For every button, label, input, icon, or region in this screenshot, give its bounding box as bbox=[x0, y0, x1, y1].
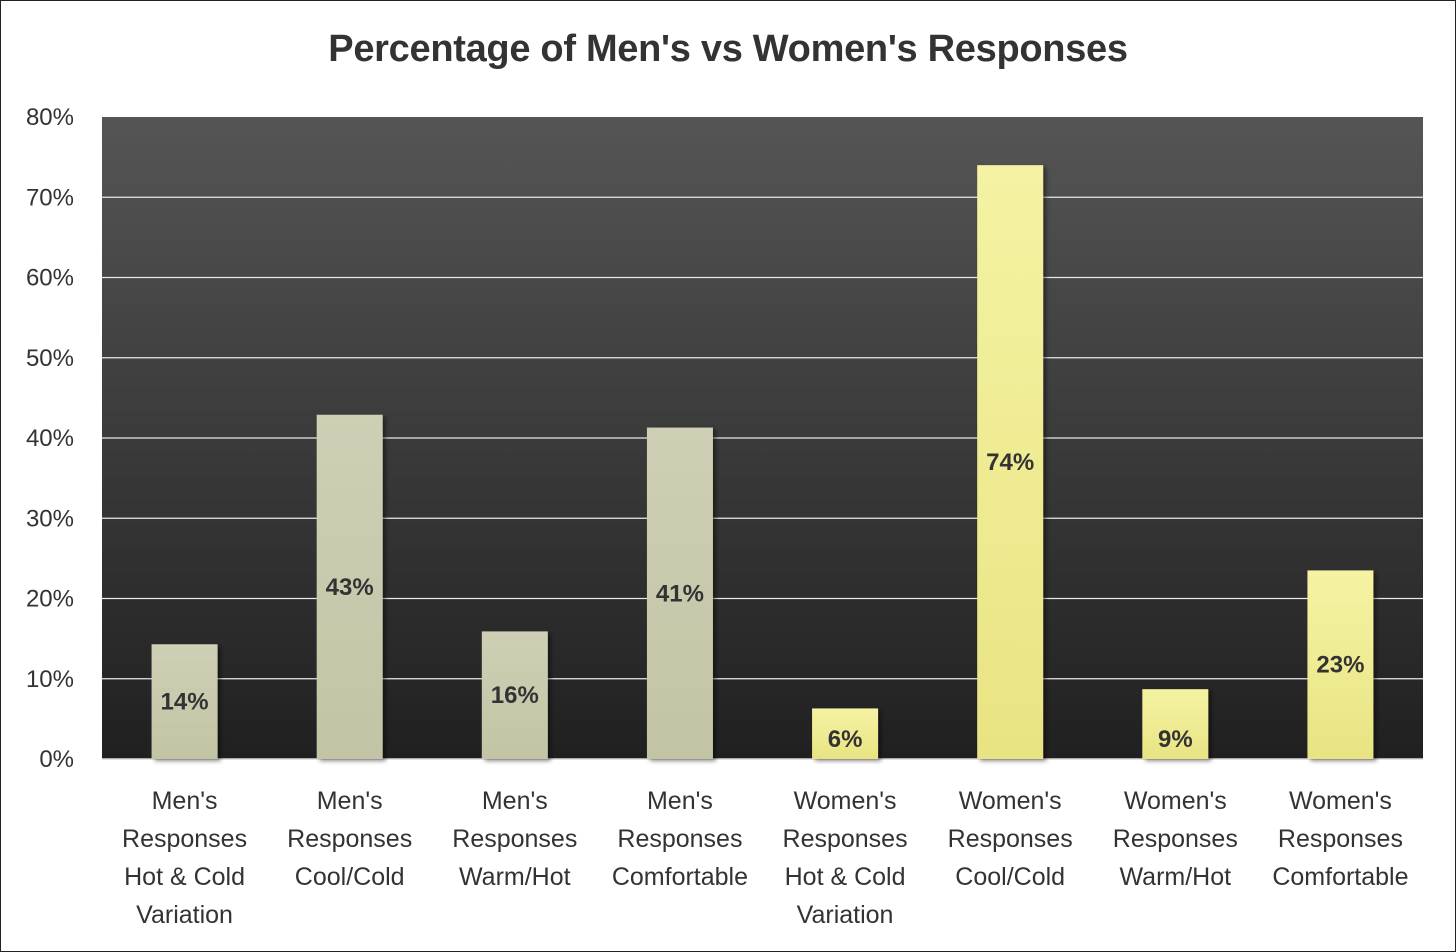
y-tick-label: 30% bbox=[26, 505, 74, 532]
y-tick-label: 10% bbox=[26, 666, 74, 693]
category-label: Women's Responses Hot & Cold Variation bbox=[783, 787, 908, 929]
data-label: 9% bbox=[1158, 726, 1193, 753]
y-tick-label: 40% bbox=[26, 425, 74, 452]
data-label: 23% bbox=[1316, 652, 1364, 679]
y-tick-label: 50% bbox=[26, 345, 74, 372]
x-axis: Men's Responses Hot & Cold Variation Men's Re… bbox=[122, 787, 1409, 929]
data-label: 14% bbox=[161, 689, 209, 716]
data-label: 43% bbox=[326, 574, 374, 601]
bar bbox=[977, 165, 1044, 759]
bars bbox=[151, 165, 1374, 759]
y-tick-label: 80% bbox=[26, 104, 74, 131]
data-label: 41% bbox=[656, 580, 704, 607]
category-label: Women's Responses Warm/Hot bbox=[1113, 787, 1238, 891]
category-label: Women's Responses Comfortable bbox=[1272, 787, 1408, 891]
category-label: Men's Responses Hot & Cold Variation bbox=[122, 787, 247, 929]
bar bbox=[1142, 689, 1209, 759]
category-label: Women's Responses Cool/Cold bbox=[948, 787, 1073, 891]
y-tick-label: 20% bbox=[26, 586, 74, 613]
data-label: 16% bbox=[491, 682, 539, 709]
y-tick-label: 70% bbox=[26, 184, 74, 211]
chart-title: Percentage of Men's vs Women's Responses bbox=[328, 28, 1128, 70]
data-label: 74% bbox=[986, 449, 1034, 476]
category-label: Men's Responses Comfortable bbox=[612, 787, 748, 891]
bar bbox=[151, 644, 218, 759]
bar bbox=[481, 631, 548, 759]
data-labels: 14% 43% 16% 41% 6% 74% 9% 23% bbox=[161, 449, 1365, 753]
category-label: Men's Responses Warm/Hot bbox=[452, 787, 577, 891]
bar bbox=[316, 414, 383, 759]
bar bbox=[812, 708, 879, 759]
y-tick-label: 60% bbox=[26, 265, 74, 292]
bar bbox=[646, 427, 713, 759]
data-label: 6% bbox=[828, 726, 863, 753]
bar bbox=[1307, 570, 1374, 759]
category-label: Men's Responses Cool/Cold bbox=[287, 787, 412, 891]
y-tick-label: 0% bbox=[39, 746, 74, 773]
y-axis: 0% 10% 20% 30% 40% 50% 60% 70% 80% bbox=[26, 104, 74, 773]
